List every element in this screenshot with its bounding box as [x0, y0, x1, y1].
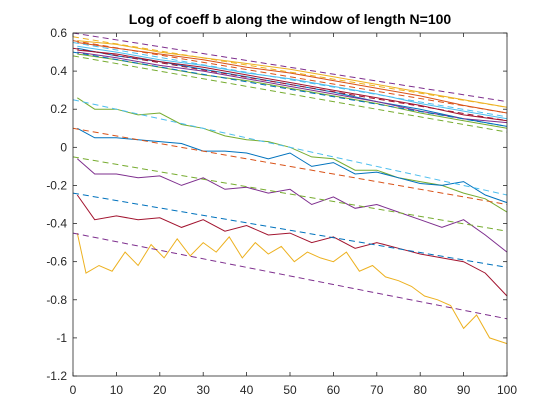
data-series-line-1 — [77, 42, 508, 114]
data-series-line-0 — [77, 47, 508, 127]
x-tick-label-10: 100 — [497, 383, 517, 397]
dashed-fit-line-21 — [72, 156, 508, 232]
y-tick-label-6: 0 — [60, 140, 67, 154]
x-tick-label-7: 70 — [370, 383, 384, 397]
y-tick-label-0: -1.2 — [46, 369, 67, 383]
y-tick-label-7: 0.2 — [50, 102, 67, 116]
dashed-fit-line-20 — [72, 127, 508, 205]
dashed-fit-line-22 — [72, 192, 508, 268]
dashed-fit-line-19 — [72, 99, 508, 196]
x-tick-label-3: 30 — [197, 383, 211, 397]
dashed-fit-line-23 — [72, 232, 508, 320]
x-tick-label-0: 0 — [70, 383, 77, 397]
dashed-fit-line-16 — [72, 47, 508, 122]
x-tick-label-2: 20 — [153, 383, 167, 397]
data-series-line-8 — [77, 127, 508, 204]
y-tick-label-2: -0.8 — [46, 293, 67, 307]
y-tick-label-1: -1 — [56, 331, 67, 345]
dashed-fit-line-18 — [72, 55, 508, 133]
dashed-fit-line-17 — [72, 51, 508, 127]
data-series-line-2 — [77, 40, 508, 108]
dashed-fit-line-14 — [72, 40, 508, 114]
y-tick-label-4: -0.4 — [46, 217, 67, 231]
x-tick-label-9: 90 — [457, 383, 471, 397]
x-tick-label-4: 40 — [240, 383, 254, 397]
dashed-fit-line-13 — [72, 36, 508, 108]
data-series-line-5 — [77, 45, 508, 120]
x-tick-label-8: 80 — [414, 383, 428, 397]
dashed-fit-line-15 — [72, 42, 508, 118]
plot-area: 0 10 20 30 40 50 60 70 80 90 100 -1.2 -1 -0.8 -0.6 -0.4… — [46, 26, 517, 397]
data-series-line-3 — [77, 51, 508, 124]
chart-title: Log of coeff b along the window of lengt… — [129, 11, 452, 27]
x-tick-label-1: 10 — [110, 383, 124, 397]
data-series-line-6 — [77, 49, 508, 122]
data-series-line-11 — [76, 232, 508, 345]
y-tick-label-8: 0.4 — [50, 64, 67, 78]
x-tick-label-6: 60 — [327, 383, 341, 397]
x-tick-label-5: 50 — [283, 383, 297, 397]
y-tick-label-5: -0.2 — [46, 178, 67, 192]
y-tick-label-9: 0.6 — [50, 26, 67, 40]
data-series-line-9 — [76, 158, 508, 253]
y-tick-label-3: -0.6 — [46, 255, 67, 269]
dashed-fit-line-12 — [72, 32, 508, 103]
data-series-line-10 — [76, 194, 508, 297]
